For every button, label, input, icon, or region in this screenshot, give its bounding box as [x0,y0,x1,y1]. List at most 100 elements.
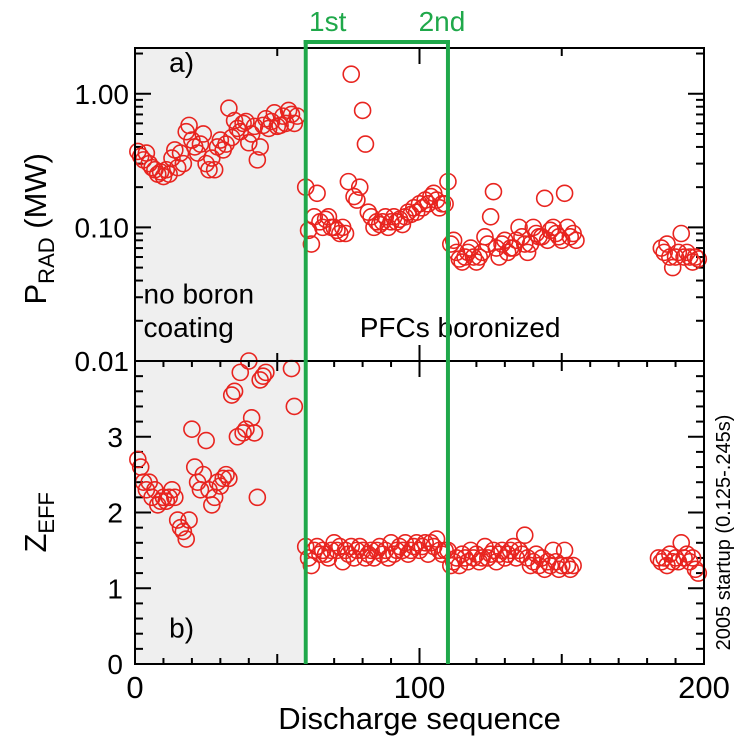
zeff-point [174,522,193,541]
zeff-point [507,549,526,567]
zeff-point [248,488,267,507]
panel-a-y-axis-label: PRAD (MW) [18,153,59,304]
zeff-point [237,420,255,438]
zeff-point [180,511,198,529]
zeff-point [166,488,184,507]
y-tick-label: 2 [107,498,123,529]
prad-point [319,207,338,226]
ylabel-b-main: Z [18,534,53,553]
y-tick-label: 1 [107,573,123,604]
zeff-point [311,545,329,563]
zeff-point [157,492,176,510]
zeff-point [370,537,389,556]
prad-point [356,135,375,153]
panel-b-label: b) [169,612,194,643]
prad-point [419,195,437,213]
prad-point [478,235,497,253]
prad-point [174,154,193,173]
prad-point [669,243,688,262]
zeff-point [322,541,341,560]
prad-point [567,231,585,250]
boronization-markers: 1st 2nd [303,6,466,664]
zeff-point [231,363,250,382]
prad-point [470,248,489,266]
zeff-point [168,511,187,529]
prad-point [194,125,213,143]
prad-point [353,101,372,120]
y-tick-label: 0 [107,649,123,680]
zeff-point [564,556,582,575]
prad-point [242,125,261,143]
prad-point [547,224,565,243]
prad-point [663,258,682,277]
x-tick-label: 100 [394,670,446,705]
zeff-point [530,556,548,575]
x-tick-label: 200 [678,670,730,705]
prad-point [689,250,708,268]
prad-point [200,160,218,179]
prad-point [325,218,343,237]
prad-point [672,224,691,243]
panel-b-frame [134,360,705,665]
zeff-point [225,382,244,401]
panel-b-data-points [129,352,708,582]
y-tick-label: 0.10 [75,212,130,243]
prad-point [262,112,281,131]
prad-point [285,114,304,133]
prad-point [436,195,454,213]
first-boronization-label: 1st [309,6,347,37]
prad-point [481,207,500,226]
prad-point [240,133,258,152]
zeff-point [683,549,702,567]
zeff-point [544,541,563,560]
side-label-startup: 2005 startup (0.125-.245s) [713,415,735,651]
zeff-point [194,465,213,484]
zeff-point [342,537,361,556]
prad-point [248,151,267,169]
zeff-point [197,431,215,450]
zeff-point [416,533,434,552]
panel-a-data-points [129,65,708,277]
prad-point [308,184,326,203]
zeff-point [217,465,235,484]
prad-point [484,182,503,201]
prad-point [535,189,554,208]
second-boronization-label: 2nd [419,6,466,37]
prad-point [168,158,187,177]
prad-point [140,154,159,173]
prad-point [368,213,386,231]
ylabel-b-subscript: EFF [34,492,59,534]
prad-point [427,191,446,209]
prad-point [376,207,395,226]
zeff-point [558,556,577,575]
prad-point [444,231,463,250]
ylabel-a-subscript: RAD [34,237,59,283]
prad-point [225,111,244,130]
prad-point [413,199,432,217]
x-axis-label: Discharge sequence [278,701,561,736]
no-boron-shaded-region-a [135,48,303,361]
zeff-point [407,533,426,552]
zeff-point [547,552,565,571]
zeff-point [427,530,446,548]
prad-point [339,172,358,191]
prad-point [163,149,181,167]
zeff-point [393,541,412,560]
prad-point [342,65,361,84]
prad-point [515,235,534,253]
zeff-point [183,420,201,438]
prad-point [211,131,230,149]
zeff-point [214,469,232,488]
y-tick-label: 0.01 [75,346,130,377]
prad-point [345,187,363,206]
prad-point [217,135,235,153]
prad-point [490,248,508,266]
no-boron-shaded-region-b [135,361,303,664]
prad-point [350,178,369,196]
zeff-point [254,367,272,385]
zeff-point [490,545,508,563]
zeff-point [362,541,380,560]
prad-point [666,248,685,266]
zeff-point [663,552,682,571]
